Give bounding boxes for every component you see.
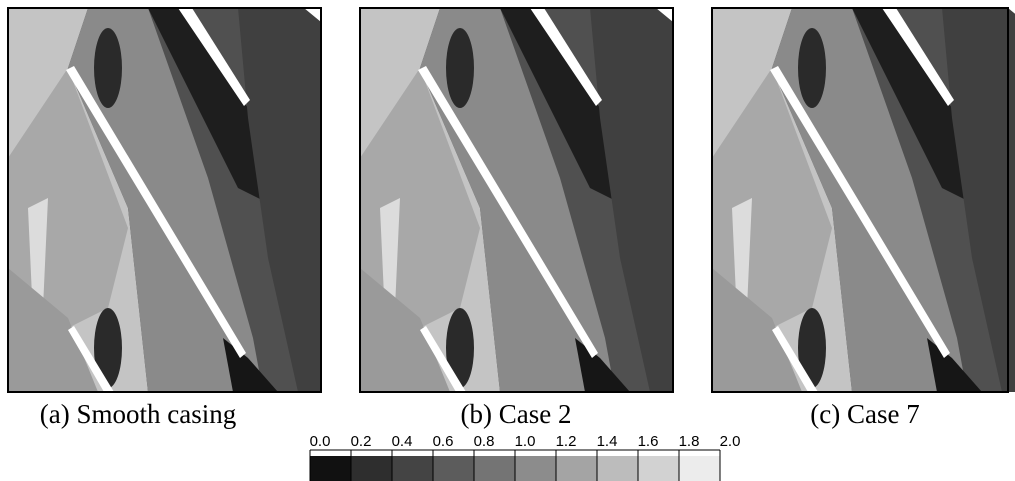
colorbar-swatch: [515, 456, 556, 481]
panel-b: [360, 8, 673, 392]
caption: (c) Case 7: [810, 399, 919, 429]
colorbar-tick-label: 0.4: [392, 433, 413, 450]
caption: (b) Case 2: [461, 399, 572, 429]
contour-plot: [360, 8, 673, 392]
colorbar-swatch: [351, 456, 392, 481]
colorbar-tick-label: 1.6: [638, 433, 659, 450]
colorbar-tick-label: 2.0: [720, 433, 741, 450]
colorbar-swatch: [679, 456, 720, 481]
colorbar-tick-label: 0.8: [474, 433, 495, 450]
figure: (a) Smooth casing (b) Case 2 (c) Case 7 …: [0, 0, 1015, 481]
colorbar-swatch: [310, 456, 351, 481]
contour-plot: [712, 8, 1015, 392]
colorbar-tick-label: 1.8: [679, 433, 700, 450]
colorbar-tick-label: 1.0: [515, 433, 536, 450]
colorbar-tick-label: 0.6: [433, 433, 454, 450]
caption: (a) Smooth casing: [40, 399, 236, 429]
colorbar-swatch: [392, 456, 433, 481]
colorbar-swatch: [638, 456, 679, 481]
panel-a: [8, 8, 321, 392]
colorbar: 0.0 0.2 0.4 0.6 0.8 1.0 1.2 1.4 1.6 1.8 2.0: [310, 433, 741, 481]
contour-plot: [8, 8, 321, 392]
colorbar-tick-label: 1.2: [556, 433, 577, 450]
colorbar-tick-label: 0.0: [310, 433, 331, 450]
figure-svg: (a) Smooth casing (b) Case 2 (c) Case 7 …: [0, 0, 1015, 481]
colorbar-swatch: [597, 456, 638, 481]
colorbar-swatch: [433, 456, 474, 481]
colorbar-tick-label: 1.4: [597, 433, 618, 450]
panel-c: [712, 8, 1015, 392]
colorbar-tick-label: 0.2: [351, 433, 372, 450]
colorbar-swatch: [556, 456, 597, 481]
colorbar-swatch: [474, 456, 515, 481]
